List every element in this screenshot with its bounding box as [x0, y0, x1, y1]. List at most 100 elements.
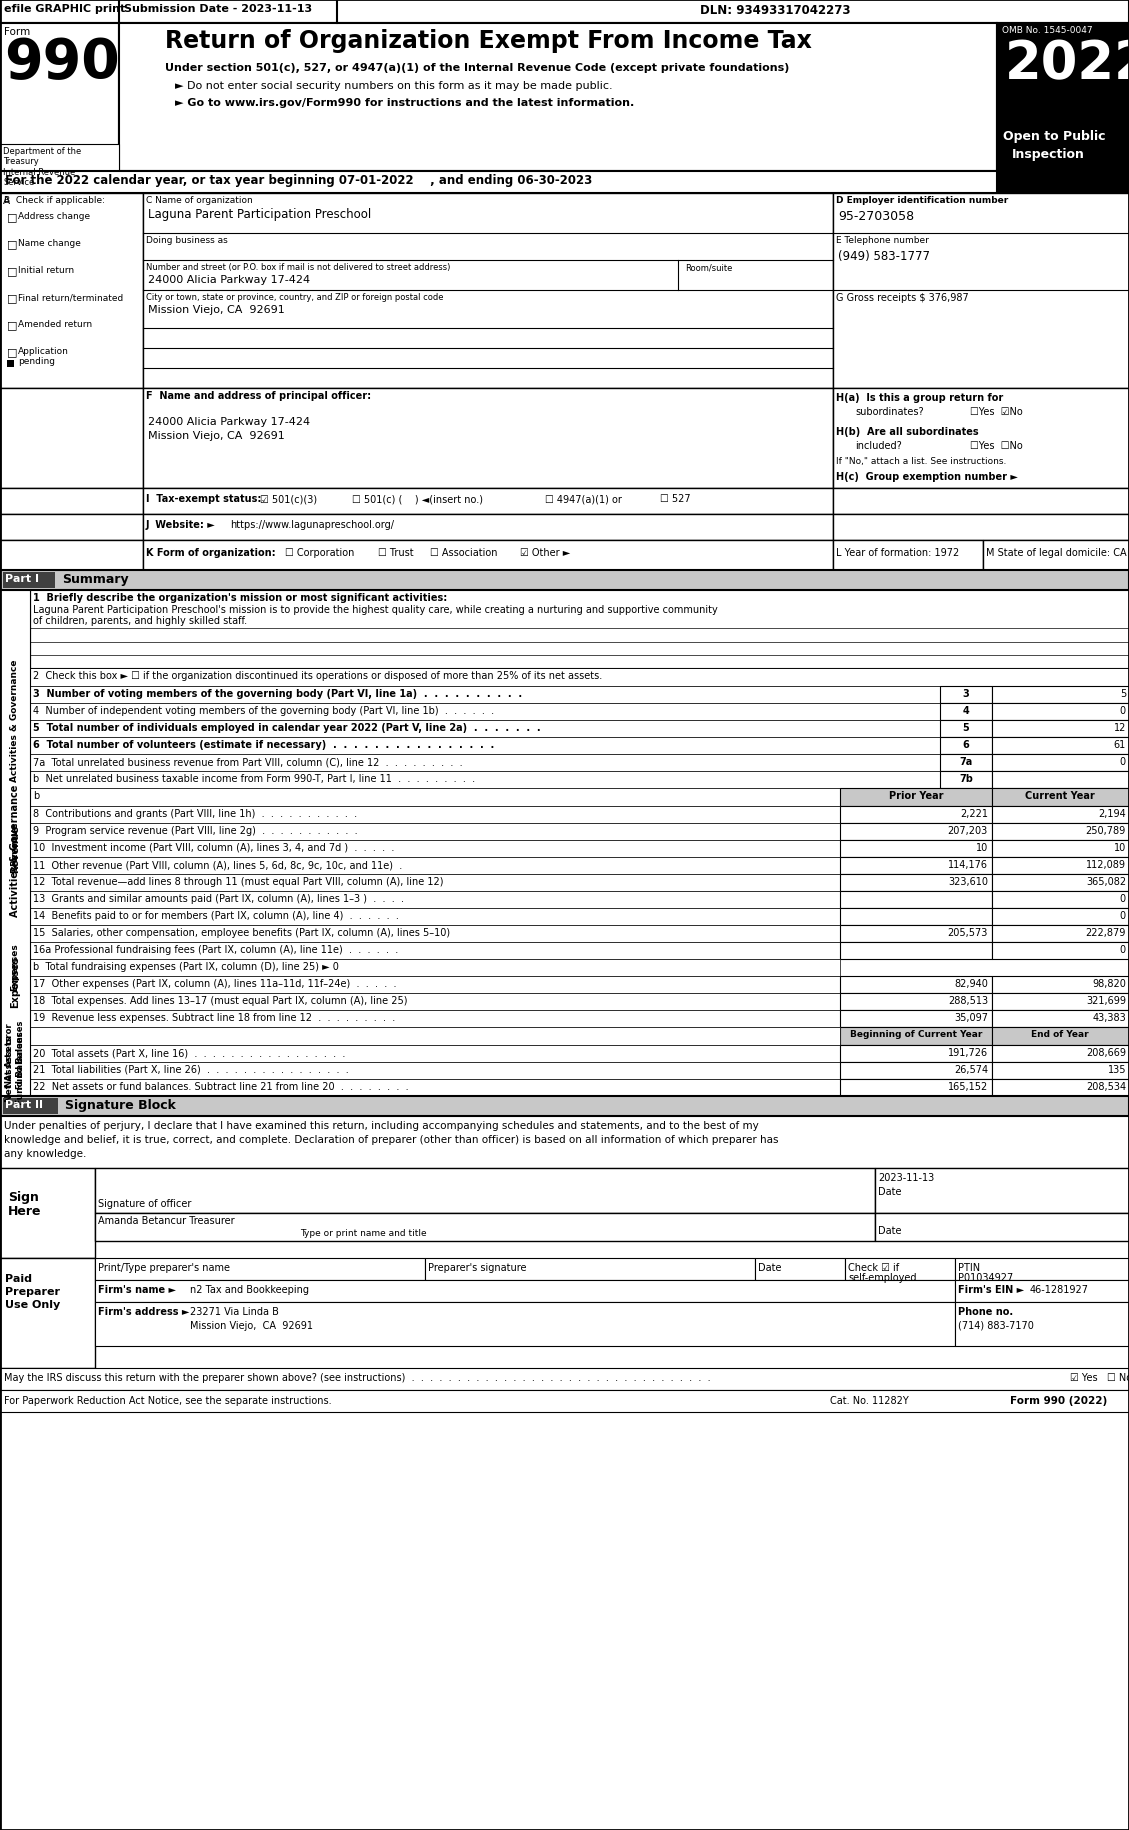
- Text: K Form of organization:: K Form of organization:: [146, 547, 275, 558]
- Bar: [0, 1096, 1129, 1116]
- Bar: [992, 789, 1129, 807]
- Text: ☐ Trust: ☐ Trust: [378, 547, 413, 558]
- Text: Paid: Paid: [5, 1274, 32, 1283]
- Bar: [833, 489, 1129, 514]
- Bar: [833, 388, 1129, 489]
- Text: https://www.lagunapreschool.org/: https://www.lagunapreschool.org/: [230, 520, 394, 529]
- Bar: [955, 1281, 1129, 1303]
- Text: b  Net unrelated business taxable income from Form 990-T, Part I, line 11  .  . : b Net unrelated business taxable income …: [33, 774, 475, 783]
- Text: 4: 4: [963, 706, 970, 716]
- Bar: [992, 686, 1129, 703]
- Text: City or town, state or province, country, and ZIP or foreign postal code: City or town, state or province, country…: [146, 293, 444, 302]
- Text: Firm's EIN ►: Firm's EIN ►: [959, 1285, 1024, 1294]
- Bar: [992, 977, 1129, 994]
- Text: 13  Grants and similar amounts paid (Part IX, column (A), lines 1–3 )  .  .  .  : 13 Grants and similar amounts paid (Part…: [33, 893, 404, 904]
- Text: If "No," attach a list. See instructions.: If "No," attach a list. See instructions…: [835, 458, 1006, 467]
- Text: 23271 Via Linda B: 23271 Via Linda B: [190, 1307, 279, 1316]
- Text: 990: 990: [5, 37, 120, 90]
- Text: 205,573: 205,573: [947, 928, 988, 937]
- Text: 2023-11-13: 2023-11-13: [878, 1173, 935, 1182]
- Bar: [30, 789, 940, 807]
- Text: ☐Yes  ☑No: ☐Yes ☑No: [970, 406, 1023, 417]
- Text: 4  Number of independent voting members of the governing body (Part VI, line 1b): 4 Number of independent voting members o…: [33, 706, 495, 716]
- Text: Address change: Address change: [18, 212, 90, 221]
- Text: J  Website: ►: J Website: ►: [146, 520, 216, 529]
- Text: Department of the
Treasury
Internal Revenue
Service: Department of the Treasury Internal Reve…: [3, 146, 81, 187]
- Text: Name change: Name change: [18, 240, 81, 247]
- Text: 3  Number of voting members of the governing body (Part VI, line 1a)  .  .  .  .: 3 Number of voting members of the govern…: [33, 688, 522, 699]
- Text: 5  Total number of individuals employed in calendar year 2022 (Part V, line 2a) : 5 Total number of individuals employed i…: [33, 723, 541, 732]
- Text: ► Go to www.irs.gov/Form990 for instructions and the latest information.: ► Go to www.irs.gov/Form990 for instruct…: [175, 99, 634, 108]
- Text: Amended return: Amended return: [18, 320, 93, 329]
- Bar: [0, 194, 143, 388]
- Text: □: □: [7, 212, 18, 221]
- Bar: [30, 840, 840, 858]
- Bar: [0, 514, 143, 540]
- Text: B  Check if applicable:: B Check if applicable:: [5, 196, 105, 205]
- Bar: [0, 591, 30, 1111]
- Bar: [840, 875, 992, 891]
- Text: □: □: [7, 348, 18, 357]
- Text: For Paperwork Reduction Act Notice, see the separate instructions.: For Paperwork Reduction Act Notice, see …: [5, 1394, 332, 1405]
- Bar: [992, 703, 1129, 721]
- Text: Signature of officer: Signature of officer: [98, 1199, 192, 1208]
- Bar: [30, 977, 840, 994]
- Bar: [0, 591, 30, 1096]
- Text: Laguna Parent Participation Preschool: Laguna Parent Participation Preschool: [148, 209, 371, 221]
- Bar: [0, 145, 119, 172]
- Bar: [3, 573, 55, 589]
- Text: 208,669: 208,669: [1086, 1047, 1126, 1058]
- Text: 18  Total expenses. Add lines 13–17 (must equal Part IX, column (A), line 25): 18 Total expenses. Add lines 13–17 (must…: [33, 996, 408, 1005]
- Bar: [840, 1010, 992, 1027]
- Text: 43,383: 43,383: [1092, 1012, 1126, 1023]
- Text: 207,203: 207,203: [947, 825, 988, 836]
- Bar: [30, 737, 940, 754]
- Text: 0: 0: [1120, 911, 1126, 920]
- Text: 12  Total revenue—add lines 8 through 11 (must equal Part VIII, column (A), line: 12 Total revenue—add lines 8 through 11 …: [33, 877, 444, 886]
- Text: Beginning of Current Year: Beginning of Current Year: [850, 1030, 982, 1038]
- Bar: [143, 540, 833, 571]
- Text: Final return/terminated: Final return/terminated: [18, 293, 123, 302]
- Text: 19  Revenue less expenses. Subtract line 18 from line 12  .  .  .  .  .  .  .  .: 19 Revenue less expenses. Subtract line …: [33, 1012, 395, 1023]
- Text: Firm's address ►: Firm's address ►: [98, 1307, 190, 1316]
- Text: □: □: [7, 265, 18, 276]
- Text: M State of legal domicile: CA: M State of legal domicile: CA: [986, 547, 1127, 558]
- Bar: [30, 772, 940, 789]
- Text: any knowledge.: any knowledge.: [5, 1149, 87, 1158]
- Text: 323,610: 323,610: [948, 877, 988, 886]
- Bar: [30, 703, 940, 721]
- Text: Print/Type preparer's name: Print/Type preparer's name: [98, 1263, 230, 1272]
- Bar: [992, 1010, 1129, 1027]
- Text: 222,879: 222,879: [1086, 928, 1126, 937]
- Bar: [940, 737, 992, 754]
- Text: 112,089: 112,089: [1086, 860, 1126, 869]
- Text: 191,726: 191,726: [948, 1047, 988, 1058]
- Bar: [7, 361, 14, 368]
- Text: Phone no.: Phone no.: [959, 1307, 1013, 1316]
- Text: Date: Date: [878, 1226, 901, 1235]
- Text: 3: 3: [963, 688, 970, 699]
- Bar: [30, 994, 840, 1010]
- Bar: [840, 789, 992, 807]
- Bar: [840, 807, 992, 824]
- Text: knowledge and belief, it is true, correct, and complete. Declaration of preparer: knowledge and belief, it is true, correc…: [5, 1135, 779, 1144]
- Text: 95-2703058: 95-2703058: [838, 210, 914, 223]
- Bar: [0, 0, 1129, 24]
- Bar: [992, 737, 1129, 754]
- Text: 12: 12: [1113, 723, 1126, 732]
- Bar: [30, 858, 840, 875]
- Text: End of Year: End of Year: [1031, 1030, 1088, 1038]
- Bar: [30, 807, 840, 824]
- Bar: [3, 1098, 58, 1114]
- Bar: [95, 1213, 875, 1241]
- Text: Amanda Betancur Treasurer: Amanda Betancur Treasurer: [98, 1215, 235, 1226]
- Bar: [833, 194, 1129, 388]
- Bar: [992, 807, 1129, 824]
- Text: 165,152: 165,152: [947, 1082, 988, 1091]
- Text: Preparer's signature: Preparer's signature: [428, 1263, 526, 1272]
- Bar: [992, 891, 1129, 908]
- Text: □: □: [7, 293, 18, 302]
- Bar: [30, 1063, 840, 1080]
- Bar: [875, 1168, 1129, 1213]
- Bar: [844, 1259, 955, 1281]
